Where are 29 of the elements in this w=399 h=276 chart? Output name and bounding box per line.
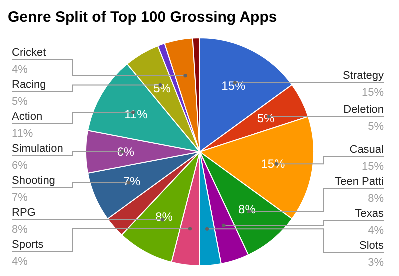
slice-label: Teen Patti — [335, 176, 384, 188]
slice-label: Slots — [360, 240, 384, 252]
slice-label: Simulation — [12, 143, 64, 155]
slice-label: Racing — [12, 79, 46, 91]
data-label: 8% — [156, 210, 174, 224]
data-label: 7% — [123, 174, 141, 189]
text: 7% — [12, 192, 28, 204]
text: 5% — [368, 120, 384, 133]
slice-label: Shooting — [12, 175, 56, 187]
slice-label: RPG — [12, 207, 36, 219]
text: 15% — [362, 86, 384, 99]
data-label: 4% — [12, 256, 28, 268]
slice-label: Casual — [350, 144, 384, 156]
text: 6% — [12, 160, 28, 172]
slice-label: Texas — [355, 208, 384, 220]
slice-label: Cricket — [12, 47, 46, 59]
slice-label: Sports — [12, 239, 44, 251]
text: 15% — [362, 161, 384, 173]
text: 8% — [368, 193, 384, 205]
data-label: 4% — [12, 64, 28, 76]
slice-label: Strategy — [343, 70, 384, 82]
text: 8% — [12, 224, 28, 236]
slice-label: Action — [12, 111, 43, 123]
slice-label: Deletion — [344, 104, 384, 116]
text: 5% — [12, 96, 28, 108]
chart-title: Genre Split of Top 100 Grossing Apps — [8, 9, 278, 26]
text: 11% — [12, 128, 34, 140]
data-label: 4% — [368, 225, 384, 237]
data-label: 3% — [368, 257, 384, 269]
